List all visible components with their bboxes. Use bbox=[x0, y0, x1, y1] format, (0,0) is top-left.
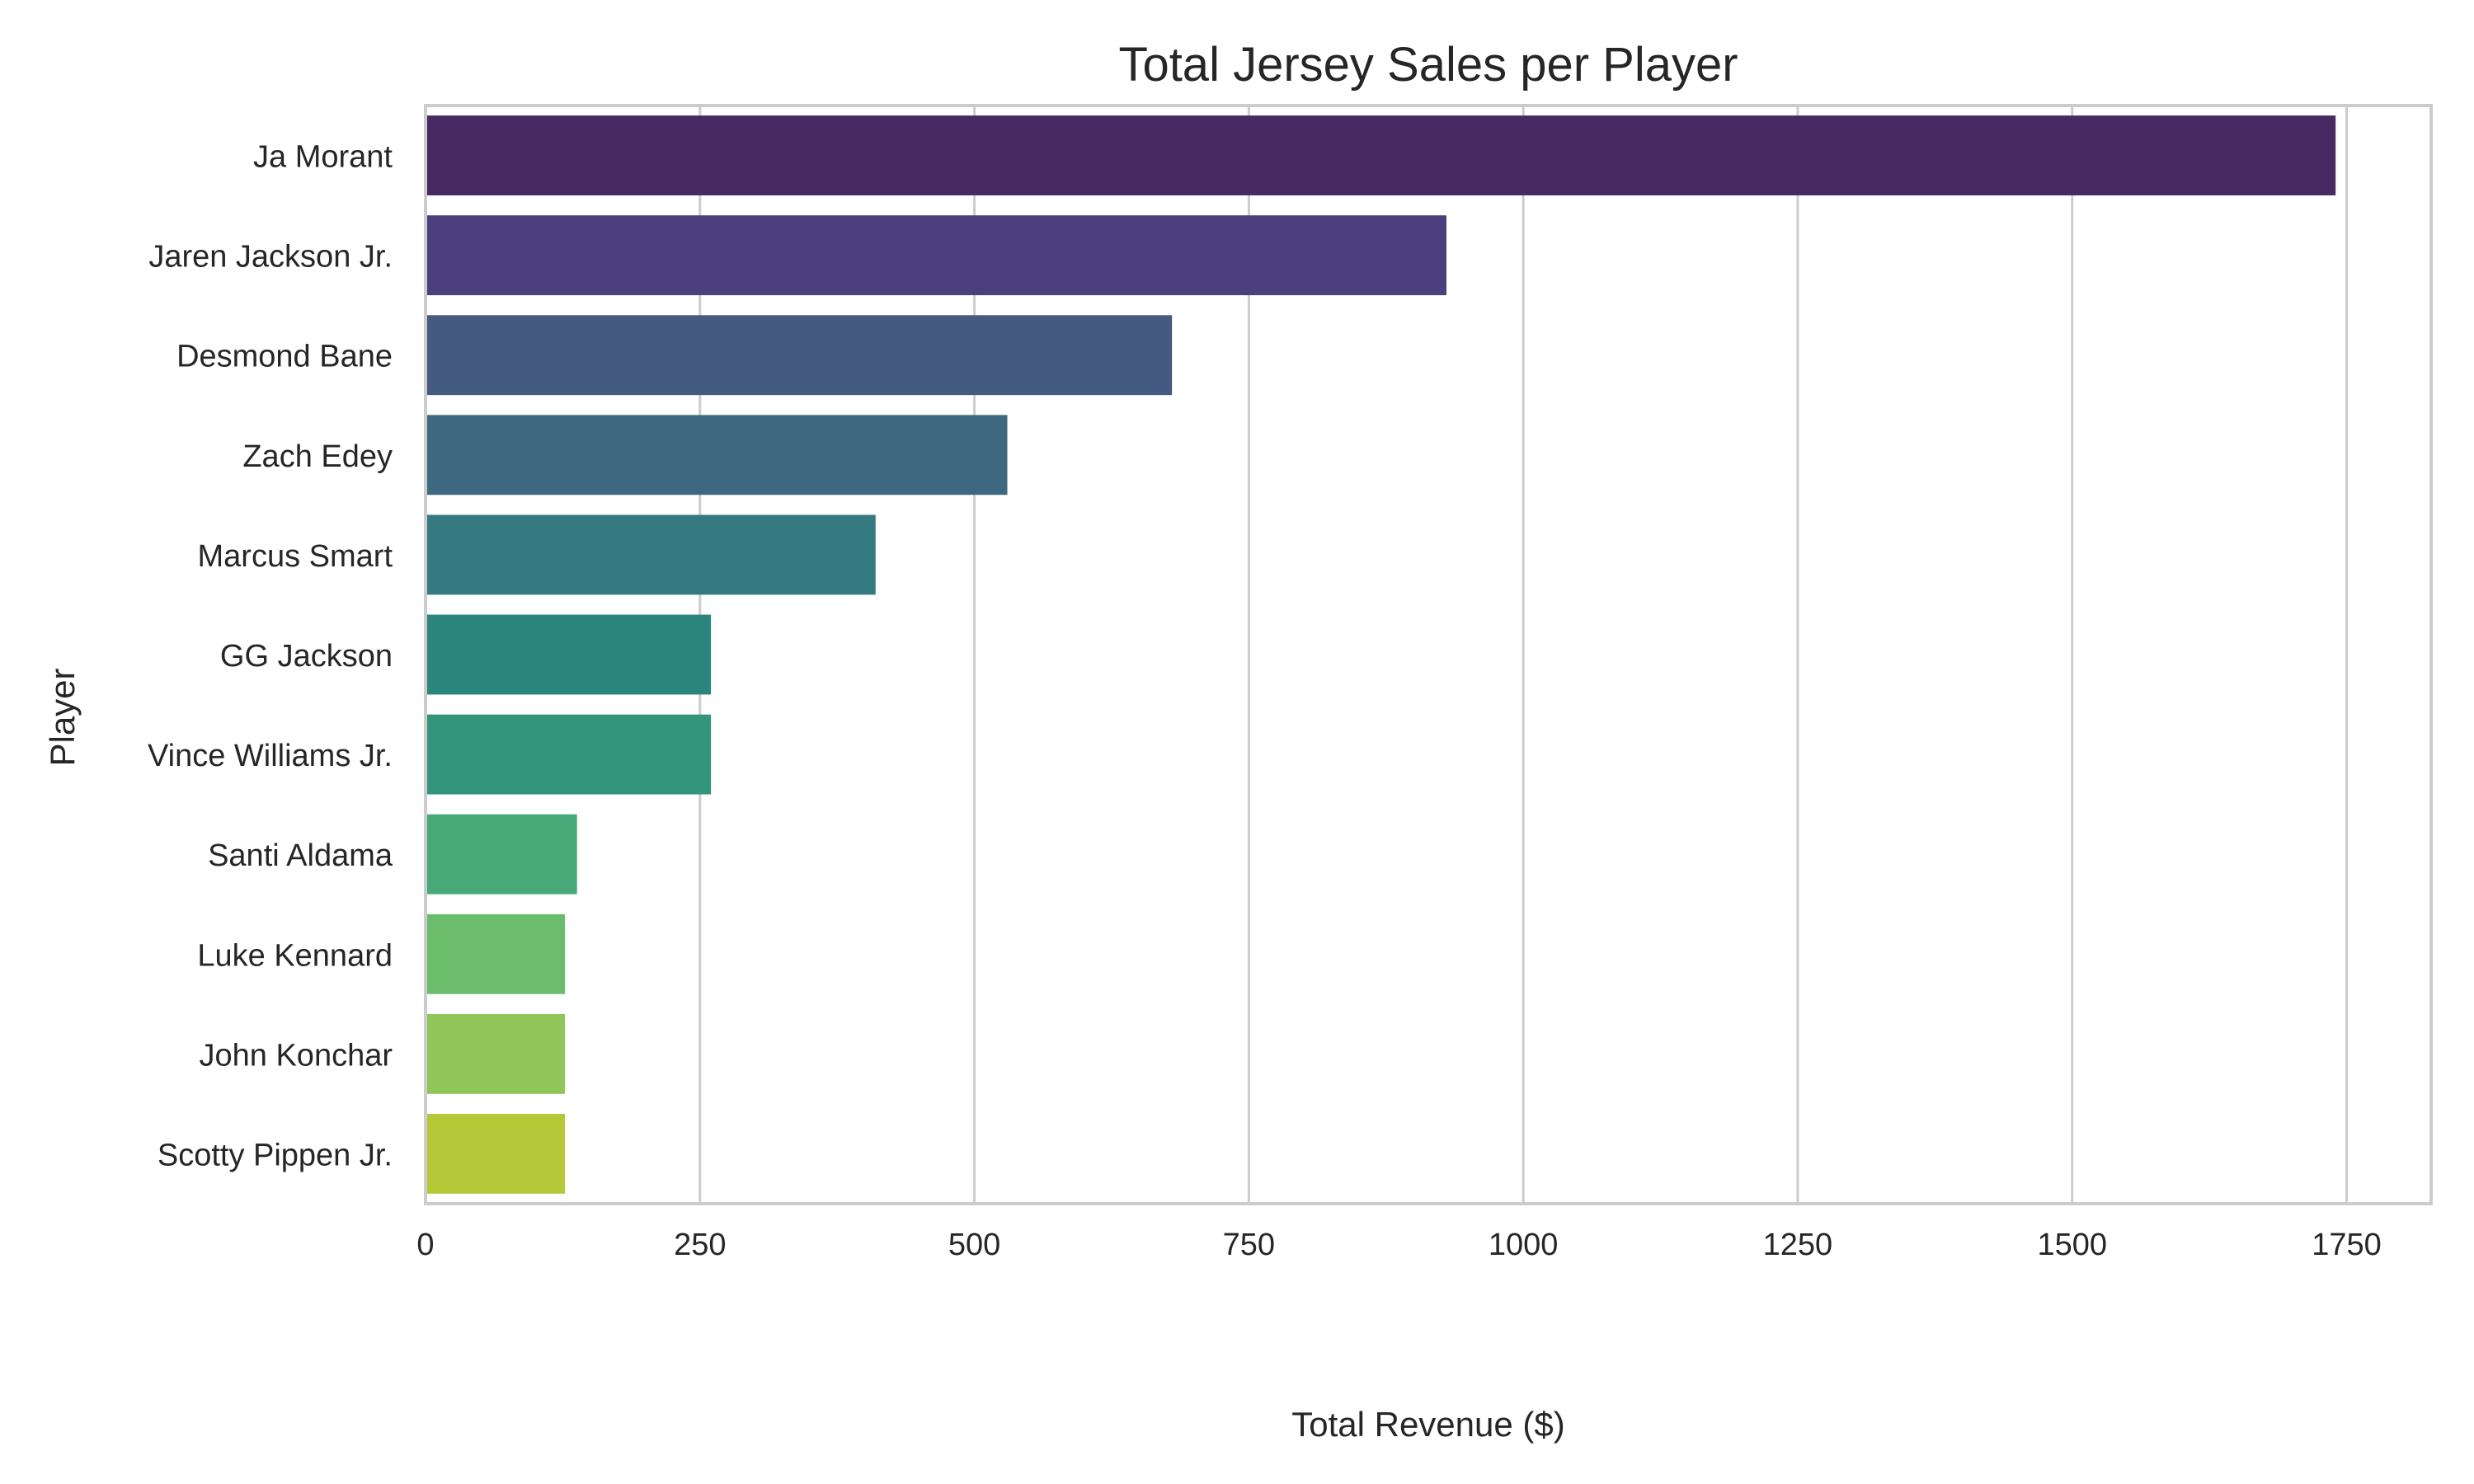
y-tick-label: Luke Kennard bbox=[197, 938, 393, 973]
y-tick-label: Santi Aldama bbox=[208, 838, 393, 873]
bar bbox=[426, 315, 1173, 396]
bar bbox=[426, 814, 577, 895]
y-tick-label: Jaren Jackson Jr. bbox=[148, 240, 393, 275]
plot-frame bbox=[424, 104, 2433, 1205]
y-tick-label: Marcus Smart bbox=[198, 539, 393, 574]
y-tick-label: Ja Morant bbox=[253, 140, 393, 175]
bar bbox=[426, 115, 2336, 195]
x-tick-label: 1500 bbox=[2037, 1228, 2107, 1262]
bar bbox=[426, 913, 566, 994]
x-tick-label: 750 bbox=[1223, 1228, 1275, 1262]
y-tick-labels: Ja Morant Jaren Jackson Jr. Desmond Bane Za… bbox=[148, 140, 393, 1173]
x-tick-label: 1750 bbox=[2312, 1228, 2382, 1262]
bar bbox=[426, 714, 712, 795]
y-tick-label: John Konchar bbox=[200, 1038, 393, 1073]
bar bbox=[426, 614, 712, 695]
chart-title: Total Jersey Sales per Player bbox=[1118, 38, 1738, 92]
bar bbox=[426, 1114, 566, 1194]
x-tick-labels: 0 250 500 750 1000 1250 1500 1750 bbox=[416, 1228, 2381, 1262]
bar bbox=[426, 215, 1446, 296]
x-tick-label: 1250 bbox=[1763, 1228, 1833, 1262]
x-tick-label: 250 bbox=[674, 1228, 726, 1262]
bar bbox=[426, 514, 876, 595]
y-tick-label: Zach Edey bbox=[242, 439, 393, 474]
x-tick-label: 0 bbox=[416, 1228, 434, 1262]
y-tick-label: Vince Williams Jr. bbox=[148, 739, 393, 773]
y-tick-label: GG Jackson bbox=[220, 639, 393, 674]
x-axis-label: Total Revenue ($) bbox=[1291, 1405, 1565, 1444]
bar bbox=[426, 415, 1008, 495]
x-tick-label: 1000 bbox=[1489, 1228, 1559, 1262]
x-tick-label: 500 bbox=[948, 1228, 1000, 1262]
y-tick-label: Desmond Bane bbox=[176, 340, 393, 374]
bars bbox=[426, 115, 2336, 1194]
bar bbox=[426, 1013, 566, 1094]
y-tick-label: Scotty Pippen Jr. bbox=[158, 1138, 393, 1172]
y-axis-label: Player bbox=[43, 668, 82, 766]
